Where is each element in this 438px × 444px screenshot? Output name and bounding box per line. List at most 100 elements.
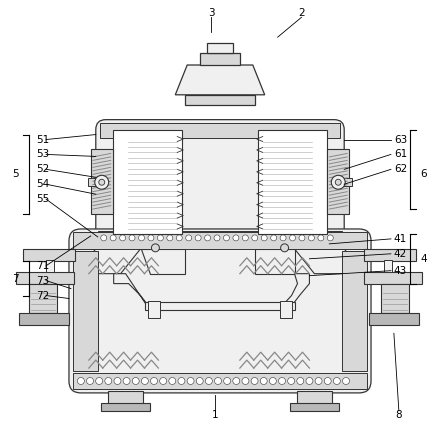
Circle shape — [214, 377, 221, 385]
Text: 6: 6 — [420, 169, 426, 179]
Bar — [279, 301, 291, 318]
Bar — [337, 178, 351, 186]
Text: 61: 61 — [393, 150, 406, 159]
Circle shape — [223, 377, 230, 385]
Text: 52: 52 — [36, 164, 49, 174]
Circle shape — [95, 377, 102, 385]
Circle shape — [169, 377, 175, 385]
Text: 55: 55 — [36, 194, 49, 204]
Bar — [73, 251, 98, 371]
Circle shape — [327, 235, 332, 241]
Circle shape — [185, 235, 191, 241]
Bar — [19, 313, 69, 325]
Circle shape — [223, 235, 229, 241]
Circle shape — [289, 235, 295, 241]
Circle shape — [105, 377, 112, 385]
Circle shape — [270, 235, 276, 241]
Polygon shape — [185, 95, 254, 105]
Text: 5: 5 — [12, 169, 18, 179]
Polygon shape — [279, 274, 309, 309]
Circle shape — [324, 377, 330, 385]
Text: 62: 62 — [393, 164, 406, 174]
Bar — [107, 391, 143, 405]
Circle shape — [305, 377, 312, 385]
Circle shape — [342, 377, 349, 385]
Circle shape — [241, 377, 248, 385]
Bar — [73, 232, 366, 249]
Circle shape — [150, 377, 157, 385]
Circle shape — [261, 235, 267, 241]
Text: 2: 2 — [297, 8, 304, 18]
Text: 42: 42 — [393, 249, 406, 259]
Circle shape — [332, 377, 339, 385]
Bar — [91, 150, 113, 214]
Bar — [88, 178, 102, 186]
Text: 4: 4 — [420, 254, 426, 264]
Bar — [342, 251, 366, 371]
Polygon shape — [294, 249, 363, 274]
Polygon shape — [254, 249, 294, 274]
Polygon shape — [76, 249, 140, 274]
Circle shape — [242, 235, 248, 241]
Text: 73: 73 — [36, 276, 49, 285]
Circle shape — [157, 235, 163, 241]
Circle shape — [120, 235, 125, 241]
Circle shape — [177, 377, 184, 385]
Text: 53: 53 — [36, 150, 49, 159]
Circle shape — [86, 377, 93, 385]
Circle shape — [298, 235, 304, 241]
Bar — [145, 302, 294, 310]
Circle shape — [205, 377, 212, 385]
Circle shape — [148, 235, 154, 241]
Circle shape — [138, 235, 144, 241]
Text: 8: 8 — [395, 410, 401, 420]
Bar — [29, 284, 57, 313]
Circle shape — [331, 175, 344, 189]
Text: 3: 3 — [207, 8, 214, 18]
Bar — [200, 53, 239, 65]
Bar — [148, 301, 160, 318]
Circle shape — [101, 235, 106, 241]
Circle shape — [278, 377, 285, 385]
Circle shape — [77, 377, 84, 385]
Bar — [380, 284, 408, 313]
Text: 1: 1 — [211, 410, 218, 420]
Bar — [296, 391, 332, 405]
Bar — [101, 403, 150, 411]
Circle shape — [166, 235, 173, 241]
Bar — [383, 260, 391, 272]
Circle shape — [280, 244, 288, 252]
Circle shape — [99, 179, 105, 185]
Circle shape — [287, 377, 294, 385]
Bar — [113, 130, 182, 234]
Circle shape — [141, 377, 148, 385]
Circle shape — [129, 235, 135, 241]
Circle shape — [187, 377, 194, 385]
Text: 43: 43 — [393, 266, 406, 276]
Circle shape — [260, 377, 267, 385]
Circle shape — [296, 377, 303, 385]
Circle shape — [308, 235, 314, 241]
Circle shape — [314, 377, 321, 385]
Circle shape — [132, 377, 139, 385]
Polygon shape — [175, 65, 264, 95]
Circle shape — [279, 235, 286, 241]
Bar — [16, 272, 74, 284]
Circle shape — [317, 235, 323, 241]
Circle shape — [233, 235, 238, 241]
Text: 71: 71 — [36, 261, 49, 271]
Bar — [98, 231, 342, 245]
Bar — [368, 313, 418, 325]
FancyBboxPatch shape — [95, 119, 343, 249]
Bar — [73, 373, 366, 389]
Bar — [46, 260, 54, 272]
Circle shape — [95, 175, 109, 189]
Bar — [207, 43, 233, 53]
Bar — [363, 249, 415, 261]
Bar — [327, 150, 348, 214]
Circle shape — [214, 235, 219, 241]
FancyBboxPatch shape — [69, 229, 370, 393]
Circle shape — [195, 235, 201, 241]
Circle shape — [251, 235, 257, 241]
Circle shape — [176, 235, 182, 241]
